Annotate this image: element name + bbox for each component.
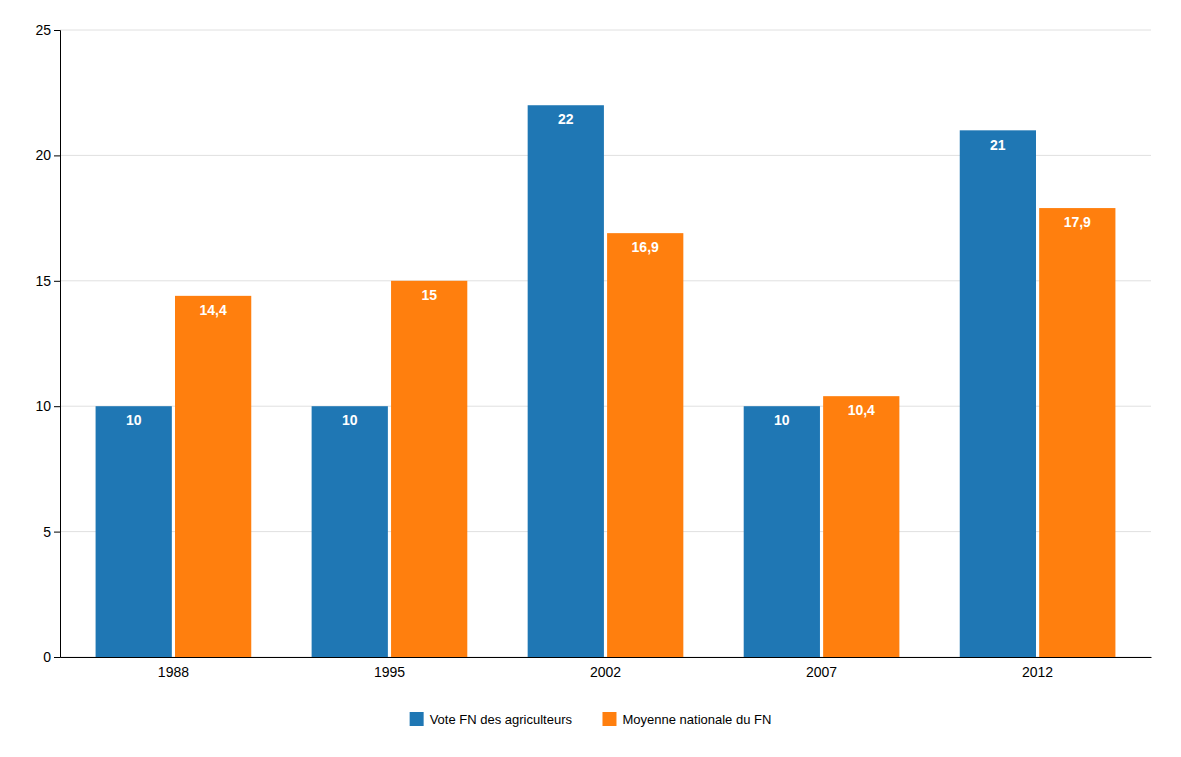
data-label: 10 (342, 412, 358, 428)
bar (391, 281, 467, 657)
bar (607, 233, 683, 657)
y-axis: 0 5 10 15 20 25 (35, 22, 60, 665)
tick: 1995 (374, 664, 405, 680)
bar (823, 396, 899, 657)
legend: Vote FN des agriculteurs Moyenne national… (410, 712, 772, 727)
tick: 10 (35, 398, 60, 414)
bar (744, 406, 820, 657)
chart: 0 5 10 15 20 25 1988 1995 2002 2007 2012 10 10 22 10 21… (0, 0, 1181, 757)
x-axis: 1988 1995 2002 2007 2012 (61, 658, 1152, 680)
tick: 5 (43, 524, 60, 540)
tick-mark (54, 657, 60, 658)
legend-item: Moyenne nationale du FN (602, 712, 771, 727)
bar-series (175, 208, 1115, 657)
bar-series (96, 105, 1036, 657)
tick-mark (54, 30, 60, 31)
tick-label: 25 (35, 22, 51, 38)
tick-mark (54, 406, 60, 407)
bar (175, 296, 251, 657)
data-label: 10 (774, 412, 790, 428)
bar (312, 406, 388, 657)
data-labels: 10 10 22 10 21 14,4 15 16,9 10,4 17,9 (126, 111, 1091, 428)
bars (96, 105, 1116, 657)
tick-label: 15 (35, 273, 51, 289)
data-label: 14,4 (200, 302, 227, 318)
bar (960, 130, 1036, 657)
tick: 25 (35, 22, 60, 38)
data-label: 15 (421, 287, 437, 303)
data-label: 10,4 (848, 402, 875, 418)
tick-label: 10 (35, 398, 51, 414)
legend-label: Vote FN des agriculteurs (430, 712, 573, 727)
tick: 0 (43, 649, 60, 665)
tick-label: 1995 (374, 664, 405, 680)
tick: 1988 (158, 664, 189, 680)
data-label: 21 (990, 137, 1006, 153)
tick-label: 2002 (590, 664, 621, 680)
axis-line (61, 657, 1152, 658)
tick-label: 5 (43, 524, 51, 540)
tick-mark (54, 532, 60, 533)
grid-line (60, 30, 1151, 31)
bar (96, 406, 172, 657)
tick-label: 0 (43, 649, 51, 665)
bar (528, 105, 604, 657)
tick: 2007 (806, 664, 837, 680)
tick: 2002 (590, 664, 621, 680)
tick-label: 1988 (158, 664, 189, 680)
tick: 15 (35, 273, 60, 289)
plot: 0 5 10 15 20 25 1988 1995 2002 2007 2012 10 10 22 10 21… (35, 22, 1151, 680)
grid (60, 30, 1151, 657)
legend-swatch (602, 712, 616, 726)
tick: 20 (35, 147, 60, 163)
tick: 2012 (1022, 664, 1053, 680)
bar (1039, 208, 1115, 657)
legend-item: Vote FN des agriculteurs (410, 712, 573, 727)
data-label: 16,9 (632, 239, 659, 255)
tick-mark (54, 281, 60, 282)
tick-label: 2012 (1022, 664, 1053, 680)
tick-mark (54, 155, 60, 156)
data-label: 22 (558, 111, 574, 127)
data-label: 17,9 (1064, 214, 1091, 230)
tick-label: 20 (35, 147, 51, 163)
legend-label: Moyenne nationale du FN (622, 712, 771, 727)
tick-label: 2007 (806, 664, 837, 680)
legend-swatch (410, 712, 424, 726)
axis-line (54, 31, 61, 658)
data-label: 10 (126, 412, 142, 428)
